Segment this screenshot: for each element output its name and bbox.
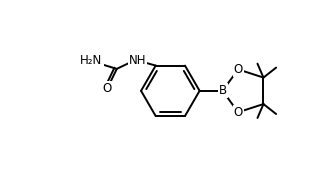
Text: O: O bbox=[233, 106, 243, 119]
Text: O: O bbox=[233, 63, 243, 76]
Text: NH: NH bbox=[129, 54, 146, 67]
Text: B: B bbox=[218, 84, 226, 97]
Text: H₂N: H₂N bbox=[80, 54, 103, 67]
Text: O: O bbox=[103, 82, 112, 95]
